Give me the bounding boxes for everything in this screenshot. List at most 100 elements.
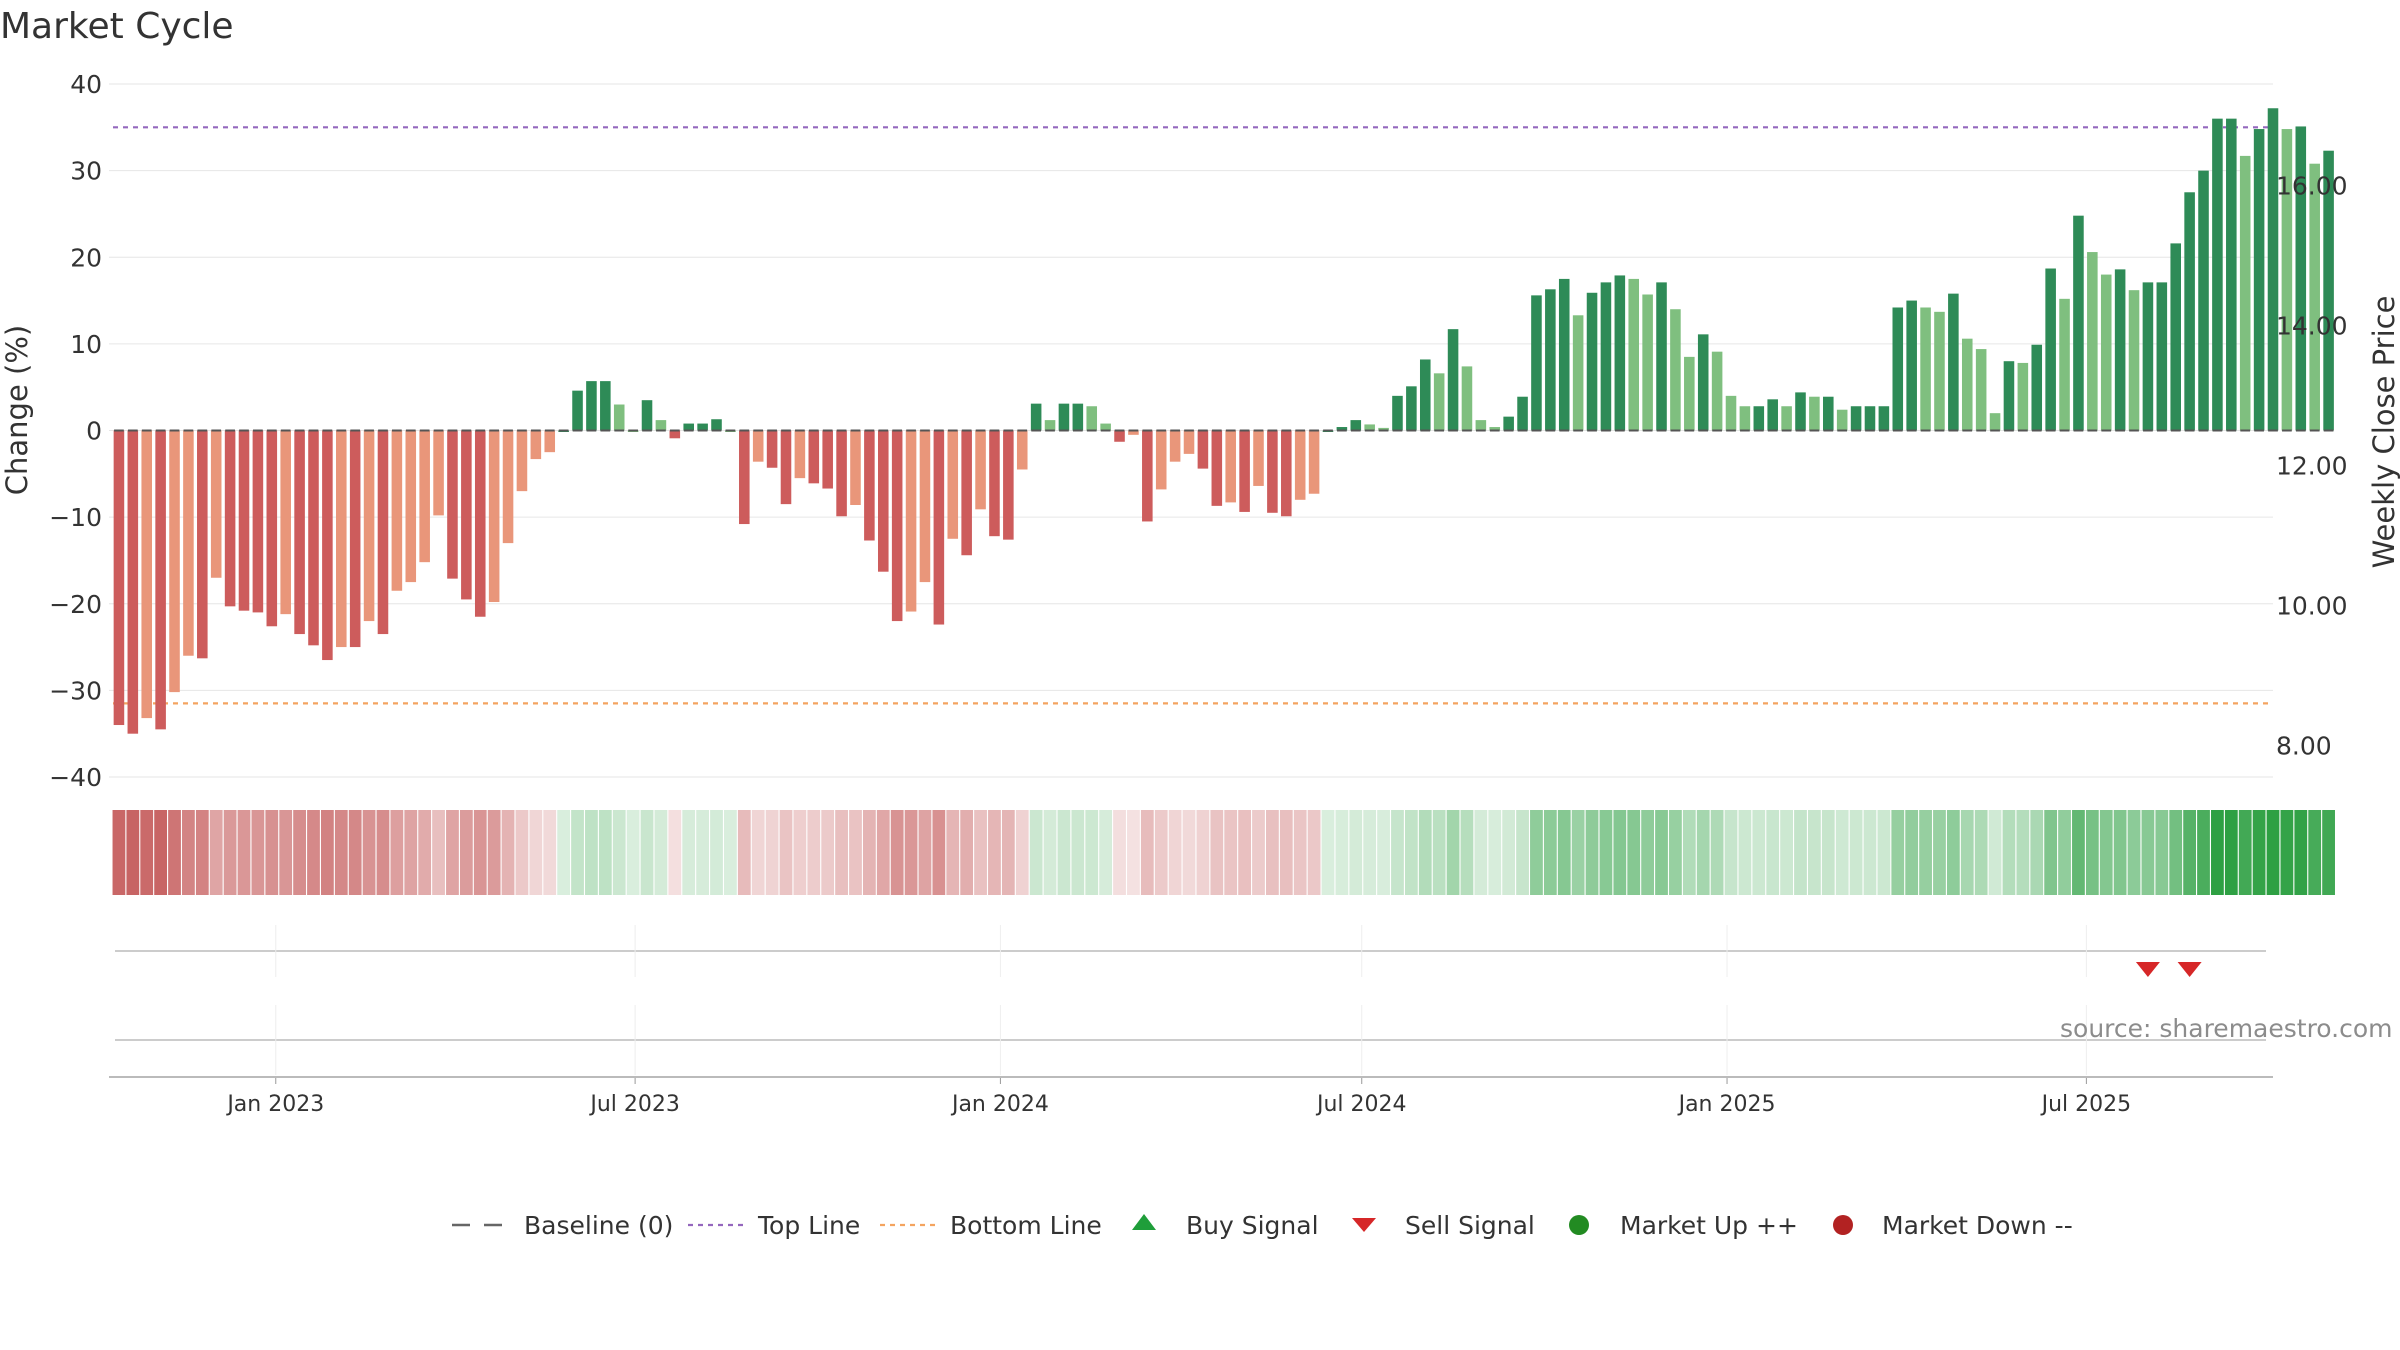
legend-sell-signal-marker xyxy=(1352,1218,1376,1232)
bar xyxy=(989,430,1000,537)
bar xyxy=(2295,126,2307,431)
heat-cell xyxy=(1543,810,1557,895)
bar xyxy=(2309,163,2320,431)
bar xyxy=(2239,155,2251,431)
heat-cell xyxy=(1613,810,1627,895)
legend-market-down-marker xyxy=(1833,1215,1853,1235)
bar xyxy=(1225,430,1236,503)
heat-cell xyxy=(126,810,140,895)
bar xyxy=(1267,430,1278,513)
legend-item[interactable]: Top Line xyxy=(688,1211,860,1240)
bar xyxy=(1614,275,1626,431)
heat-cell xyxy=(459,810,473,895)
bar xyxy=(280,430,291,615)
heat-cell xyxy=(1641,810,1655,895)
legend-item[interactable]: Sell Signal xyxy=(1352,1211,1535,1240)
heat-cell xyxy=(1085,810,1099,895)
heat-strip xyxy=(112,810,2335,895)
heat-cell xyxy=(737,810,751,895)
heat-cell xyxy=(682,810,696,895)
bar xyxy=(183,430,194,656)
bar xyxy=(1975,349,1987,431)
heat-cell xyxy=(251,810,265,895)
heat-cell xyxy=(1988,810,2002,895)
heat-cell xyxy=(1807,810,1821,895)
legend-item[interactable]: Market Down -- xyxy=(1833,1211,2073,1240)
heat-cell xyxy=(1335,810,1349,895)
heat-cell xyxy=(1919,810,1932,895)
x-tick-label: Jul 2025 xyxy=(2040,1092,2132,1117)
heat-cell xyxy=(2127,810,2141,895)
bar xyxy=(1572,315,1584,431)
bar xyxy=(1545,289,1556,431)
bar xyxy=(530,430,542,460)
heat-cell xyxy=(1391,810,1404,895)
legend-market-up-marker xyxy=(1569,1215,1589,1235)
bar xyxy=(2267,108,2279,431)
heat-cell xyxy=(1043,810,1057,895)
heat-cell xyxy=(112,810,126,895)
bar xyxy=(1447,329,1459,431)
heat-cell xyxy=(1669,810,1682,895)
bar xyxy=(1670,309,1681,431)
bar xyxy=(1864,406,1876,431)
heat-cell xyxy=(765,810,779,895)
heat-cell xyxy=(1502,810,1516,895)
heat-cell xyxy=(209,810,223,895)
y-tick-left: −20 xyxy=(49,590,102,619)
heat-cell xyxy=(668,810,682,895)
sell-signal-marker xyxy=(2177,962,2202,977)
heat-cell xyxy=(640,810,654,895)
legend-item[interactable]: Market Up ++ xyxy=(1569,1211,1798,1240)
heat-cell xyxy=(320,810,334,895)
heat-cell xyxy=(2141,810,2155,895)
bar xyxy=(947,430,959,539)
bar xyxy=(1697,334,1709,431)
bar xyxy=(766,430,778,468)
heat-cell xyxy=(1488,810,1502,895)
bar xyxy=(655,420,667,431)
heat-cell xyxy=(1863,810,1877,895)
heat-cell xyxy=(1585,810,1599,895)
heat-cell xyxy=(1960,810,1974,895)
heat-cell xyxy=(473,810,487,895)
bar xyxy=(2003,361,2015,431)
heat-cell xyxy=(1752,810,1766,895)
legend[interactable]: Baseline (0) Top Line Bottom Line Buy Signa… xyxy=(452,1211,2073,1240)
y-tick-left: 30 xyxy=(70,157,102,186)
heat-cell xyxy=(710,810,723,895)
heat-cell xyxy=(1210,810,1224,895)
chart-title: Market Cycle xyxy=(0,6,234,47)
bar xyxy=(2323,150,2334,431)
bar xyxy=(1239,430,1250,512)
heat-cell xyxy=(2308,810,2322,895)
bar xyxy=(600,381,611,431)
heat-cell xyxy=(2085,810,2099,895)
legend-item[interactable]: Baseline (0) xyxy=(452,1211,673,1240)
bar xyxy=(377,430,389,635)
reference-lines xyxy=(113,126,2269,705)
bar xyxy=(155,430,166,730)
bar xyxy=(1892,307,1904,431)
x-tick-label: Jan 2024 xyxy=(950,1092,1049,1117)
heat-cell xyxy=(2294,810,2308,895)
bar xyxy=(405,430,417,583)
left-axis: 40 30 20 10 0 −10 −20 −30 −40 xyxy=(49,70,102,792)
bar xyxy=(961,430,972,556)
heat-cell xyxy=(1127,810,1140,895)
legend-item[interactable]: Buy Signal xyxy=(1132,1211,1319,1240)
heat-cell xyxy=(1974,810,1988,895)
legend-item[interactable]: Bottom Line xyxy=(880,1211,1102,1240)
heat-cell xyxy=(2058,810,2071,895)
bar xyxy=(752,430,764,462)
legend-label: Market Up ++ xyxy=(1620,1211,1798,1240)
right-axis: 16.00 14.00 12.00 10.00 8.00 xyxy=(2276,172,2348,761)
heat-cell xyxy=(1377,810,1390,895)
bar xyxy=(1753,406,1765,431)
heat-cell xyxy=(1404,810,1418,895)
heat-cell xyxy=(529,810,543,895)
heat-cell xyxy=(1933,810,1946,895)
bar xyxy=(1739,406,1751,431)
bar xyxy=(586,381,597,431)
heat-cell xyxy=(1821,810,1835,895)
